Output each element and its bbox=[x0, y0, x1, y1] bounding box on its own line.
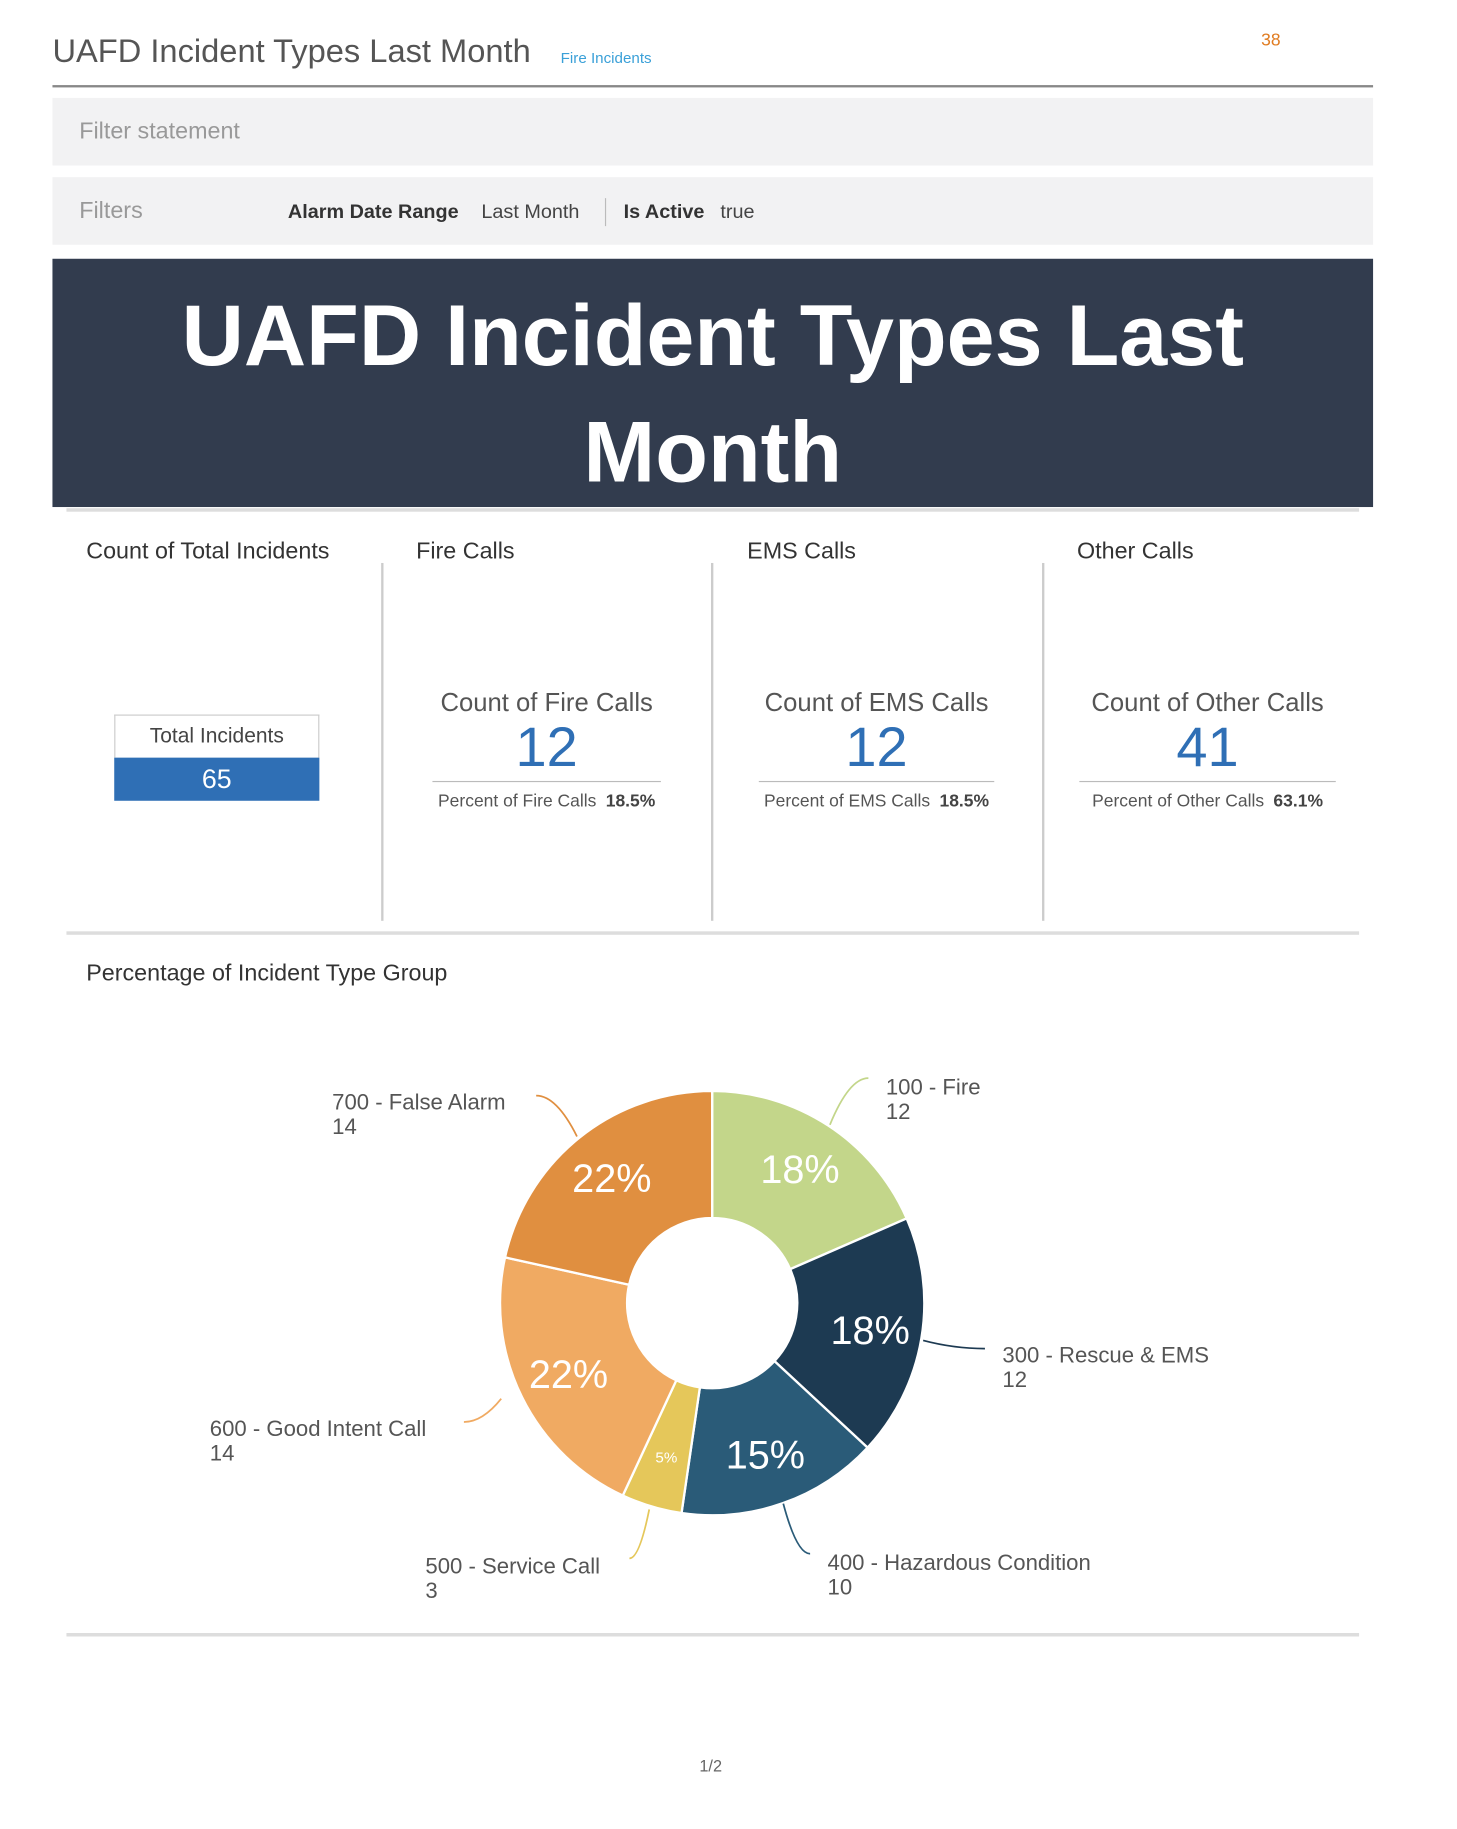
donut-slice bbox=[772, 1216, 926, 1450]
report-title: UAFD Incident Types Last Month bbox=[52, 32, 531, 69]
divider bbox=[1042, 562, 1045, 921]
slice-category: 500 - Service Call bbox=[425, 1554, 600, 1579]
slice-value: 3 bbox=[425, 1578, 437, 1603]
filter-name: Is Active bbox=[623, 200, 705, 223]
percent-label: 5% bbox=[655, 1450, 677, 1467]
divider bbox=[66, 508, 1360, 512]
total-label: Total Incidents bbox=[149, 723, 284, 748]
banner-title: UAFD Incident Types Last Month bbox=[181, 286, 1244, 501]
filters-bar: Filters Alarm Date Range Last Month Is A… bbox=[52, 177, 1374, 245]
leader-line bbox=[536, 1094, 578, 1137]
kpi-value: 12 bbox=[845, 716, 908, 779]
kpi-percent: 63.1% bbox=[1273, 791, 1324, 812]
kpi: Count of EMS Calls 12 Percent of EMS Cal… bbox=[758, 687, 995, 812]
tile-title: Count of Total Incidents bbox=[86, 538, 330, 565]
report-link[interactable]: Fire Incidents bbox=[560, 48, 652, 67]
kpi-value: 41 bbox=[1176, 716, 1239, 779]
slice-category: 100 - Fire bbox=[886, 1074, 981, 1099]
kpi-label: Count of Fire Calls bbox=[440, 687, 653, 717]
slice-category: 600 - Good Intent Call bbox=[210, 1416, 426, 1441]
leader-line bbox=[922, 1339, 985, 1350]
divider bbox=[52, 85, 1374, 88]
slice-value: 12 bbox=[886, 1099, 911, 1124]
slice-value: 14 bbox=[210, 1440, 235, 1465]
filter-statement: Filter statement bbox=[79, 118, 240, 145]
percent-label: 15% bbox=[726, 1433, 805, 1477]
kpi-percent-label: Percent of Other Calls bbox=[1092, 791, 1265, 812]
kpi-value: 12 bbox=[515, 716, 578, 779]
divider bbox=[1079, 780, 1336, 783]
total-value: 65 bbox=[114, 757, 320, 801]
filter-value: true bbox=[720, 200, 755, 223]
leader-line bbox=[629, 1509, 651, 1560]
filter-separator bbox=[604, 198, 607, 227]
kpi-percent: 18.5% bbox=[939, 791, 990, 812]
percent-label: 22% bbox=[529, 1353, 608, 1397]
leader-line bbox=[782, 1503, 811, 1555]
donut-slice bbox=[498, 1255, 678, 1498]
divider bbox=[381, 562, 384, 921]
donut-slice bbox=[503, 1089, 714, 1287]
percent-label: 22% bbox=[572, 1157, 651, 1201]
total-box: Total Incidents bbox=[114, 714, 320, 758]
page-number: 1/2 bbox=[699, 1756, 723, 1776]
donut-slice bbox=[680, 1359, 870, 1517]
leader-line bbox=[829, 1077, 869, 1126]
divider bbox=[711, 562, 714, 921]
slice-value: 10 bbox=[828, 1575, 853, 1600]
kpi-percent-label: Percent of EMS Calls bbox=[763, 791, 931, 812]
kpi-label: Count of Other Calls bbox=[1091, 687, 1324, 717]
slice-category: 700 - False Alarm bbox=[332, 1090, 505, 1115]
chart-title: Percentage of Incident Type Group bbox=[86, 960, 448, 987]
donut-slice bbox=[711, 1089, 909, 1271]
filter-name: Alarm Date Range bbox=[287, 200, 459, 223]
page-count: 38 bbox=[1261, 30, 1281, 51]
banner: UAFD Incident Types Last Month bbox=[52, 258, 1374, 508]
divider bbox=[66, 1633, 1360, 1637]
filter-statement-bar: Filter statement bbox=[52, 97, 1374, 166]
divider bbox=[758, 780, 995, 783]
filter-value: Last Month bbox=[481, 200, 580, 223]
divider bbox=[432, 780, 661, 783]
kpi-label: Count of EMS Calls bbox=[764, 687, 989, 717]
kpi-percent-label: Percent of Fire Calls bbox=[438, 791, 597, 812]
percent-label: 18% bbox=[831, 1309, 910, 1353]
kpi: Count of Other Calls 41 Percent of Other… bbox=[1079, 687, 1336, 812]
kpi: Count of Fire Calls 12 Percent of Fire C… bbox=[432, 687, 661, 812]
tile-title: Other Calls bbox=[1077, 538, 1194, 565]
kpi-percent: 18.5% bbox=[605, 791, 656, 812]
leader-line bbox=[463, 1398, 502, 1423]
tile-title: EMS Calls bbox=[747, 538, 856, 565]
slice-value: 12 bbox=[1002, 1367, 1027, 1392]
divider bbox=[66, 931, 1360, 935]
slice-category: 300 - Rescue & EMS bbox=[1002, 1343, 1209, 1368]
percent-label: 18% bbox=[760, 1148, 839, 1192]
slice-category: 400 - Hazardous Condition bbox=[828, 1550, 1091, 1575]
slice-value: 14 bbox=[332, 1114, 357, 1139]
filters-label: Filters bbox=[79, 198, 143, 224]
tile-title: Fire Calls bbox=[416, 538, 515, 565]
